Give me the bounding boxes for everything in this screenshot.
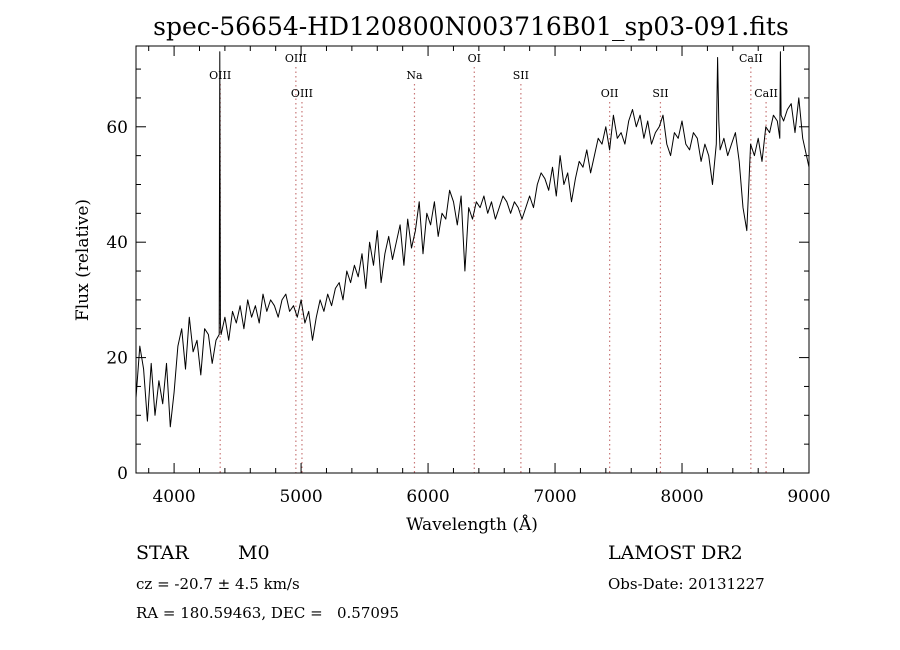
spectral-line-label: OIII <box>291 87 313 100</box>
x-tick-label: 7000 <box>533 487 576 507</box>
y-tick-label: 40 <box>106 233 128 253</box>
spectral-line-label: OII <box>601 87 619 100</box>
spectral-line-label: SII <box>652 87 668 100</box>
spectral-line-label: OIII <box>285 52 307 65</box>
x-axis-label: Wavelength (Å) <box>406 514 538 535</box>
x-tick-label: 9000 <box>787 487 830 507</box>
x-tick-label: 4000 <box>152 487 195 507</box>
x-tick-label: 6000 <box>406 487 449 507</box>
chart-title: spec-56654-HD120800N003716B01_sp03-091.f… <box>153 12 789 41</box>
y-tick-label: 60 <box>106 118 128 138</box>
spectral-line-label: Na <box>406 69 423 82</box>
spectrum-line <box>135 51 810 428</box>
y-axis-label: Flux (relative) <box>73 199 93 321</box>
spectral-line-label: CaII <box>739 52 763 65</box>
y-axis: 0 20 40 60 <box>106 68 809 484</box>
y-tick-label: 20 <box>106 349 128 369</box>
survey-name: LAMOST DR2 <box>608 542 743 564</box>
spectral-line-label: CaII <box>754 87 778 100</box>
plot-frame <box>135 45 810 474</box>
x-tick-label: 5000 <box>279 487 322 507</box>
x-tick-label: 8000 <box>660 487 703 507</box>
object-type: STAR <box>136 542 189 564</box>
coordinates: RA = 180.59463, DEC = 0.57095 <box>136 604 400 622</box>
x-axis: 4000 5000 6000 7000 8000 9000 <box>148 46 831 507</box>
obs-date: Obs-Date: 20131227 <box>608 575 765 593</box>
y-tick-label: 0 <box>117 464 128 484</box>
spectral-line-label: SII <box>513 69 529 82</box>
spectral-line-label: OI <box>468 52 481 65</box>
spectrum-series <box>135 51 810 428</box>
redshift-text: cz = -20.7 ± 4.5 km/s <box>136 575 300 593</box>
object-subclass: M0 <box>238 542 270 564</box>
